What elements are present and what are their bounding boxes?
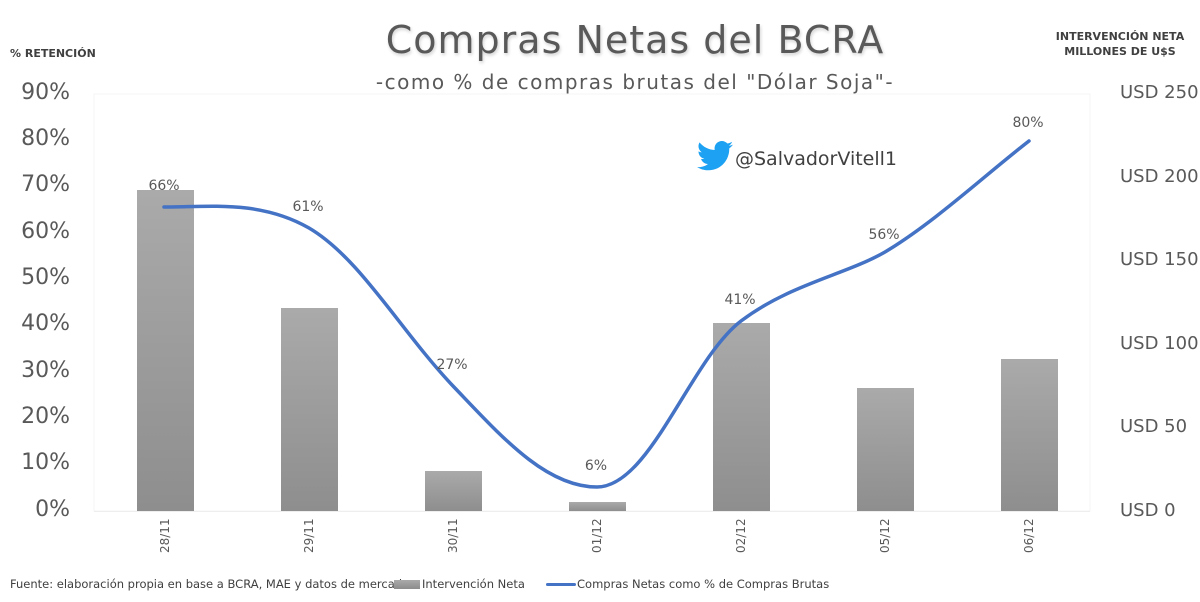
bar-01-12 xyxy=(569,502,626,511)
right-axis-title-line2: MILLONES DE U$S xyxy=(1064,45,1176,58)
left-tick: 70% xyxy=(21,172,70,197)
category-label: 02/12 xyxy=(734,518,748,553)
bar-02-12 xyxy=(713,323,770,511)
bar-30-11 xyxy=(425,471,482,511)
source-note: Fuente: elaboración propia en base a BCR… xyxy=(10,577,413,591)
legend-line-label: Compras Netas como % de Compras Brutas xyxy=(577,577,830,591)
left-tick: 20% xyxy=(21,404,70,429)
chart-subtitle: -como % de compras brutas del "Dólar Soj… xyxy=(375,70,895,94)
line-series-compras-netas xyxy=(162,139,1031,489)
plot-frame xyxy=(93,93,1091,512)
left-tick: 0% xyxy=(35,497,70,522)
left-tick: 30% xyxy=(21,358,70,383)
left-tick: 10% xyxy=(21,450,70,475)
category-label: 28/11 xyxy=(158,518,172,553)
category-label: 06/12 xyxy=(1022,518,1036,553)
bar-05-12 xyxy=(857,388,914,511)
category-label: 30/11 xyxy=(446,518,460,553)
right-tick: USD 0 xyxy=(1120,500,1176,521)
left-tick: 60% xyxy=(21,219,70,244)
right-tick: USD 200 xyxy=(1120,166,1199,187)
legend-bar-swatch xyxy=(394,580,420,589)
data-label: 66% xyxy=(148,178,180,194)
chart-title: Compras Netas del BCRA xyxy=(385,18,885,62)
category-label: 05/12 xyxy=(878,518,892,553)
left-tick: 80% xyxy=(21,126,70,151)
category-label: 01/12 xyxy=(590,518,604,553)
left-tick: 40% xyxy=(21,311,70,336)
data-label: 61% xyxy=(292,199,324,215)
twitter-bird-icon xyxy=(697,141,733,171)
right-tick: USD 150 xyxy=(1120,249,1199,270)
category-label: 29/11 xyxy=(302,518,316,553)
legend-bar-label: Intervención Neta xyxy=(422,577,525,591)
bar-29-11 xyxy=(281,308,338,511)
data-label: 6% xyxy=(584,458,608,474)
right-tick: USD 50 xyxy=(1120,416,1188,437)
legend-line-swatch xyxy=(546,583,576,586)
right-axis-title-line1: INTERVENCIÓN NETA xyxy=(1055,30,1185,43)
bar-28-11 xyxy=(137,190,194,511)
data-label: 41% xyxy=(724,292,756,308)
bar-06-12 xyxy=(1001,359,1058,511)
left-tick: 90% xyxy=(21,80,70,105)
right-axis-title: INTERVENCIÓN NETA MILLONES DE U$S xyxy=(1040,29,1200,59)
data-label: 56% xyxy=(868,227,900,243)
right-tick: USD 250 xyxy=(1120,82,1199,103)
left-axis-title: % RETENCIÓN xyxy=(10,47,96,60)
right-tick: USD 100 xyxy=(1120,333,1199,354)
data-label: 27% xyxy=(436,357,468,373)
data-label: 80% xyxy=(1012,115,1044,131)
twitter-handle: @SalvadorVitell1 xyxy=(735,148,898,170)
left-tick: 50% xyxy=(21,265,70,290)
